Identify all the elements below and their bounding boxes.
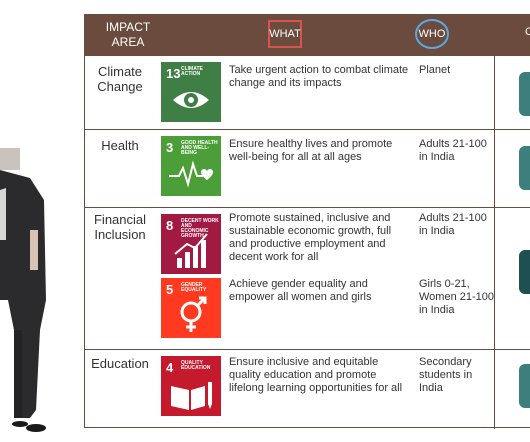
area-label: Financial Inclusion (93, 212, 147, 242)
area-label: Climate Change (97, 64, 143, 94)
table-row: Health 3 GOOD HEALTH AND WELL-BEING Ensu… (85, 129, 530, 207)
edge-tile (519, 250, 530, 294)
eye-globe-icon (173, 92, 209, 108)
area-label: Health (101, 138, 139, 153)
person-photo (0, 148, 46, 432)
area-label: Education (91, 356, 149, 371)
goal-what: Ensure healthy lives and promote well-be… (229, 138, 393, 163)
table-row: Education 4 QUALITY EDUCATION Ensure inc… (85, 349, 530, 429)
sdg-3-icon: 3 GOOD HEALTH AND WELL-BEING (161, 136, 221, 196)
column-divider (494, 55, 495, 429)
edge-tile (519, 364, 530, 408)
goal-who: Girls 0-21, Women 21-100 in India (419, 278, 495, 316)
gender-equality-icon (180, 296, 207, 332)
table-header: IMPACT AREA WHAT WHO C (85, 15, 530, 55)
goal-what: Achieve gender equality and empower all … (229, 278, 372, 303)
goal-what: Take urgent action to combat climate cha… (229, 64, 409, 89)
sdg-13-icon: 13 CLIMATE ACTION (161, 62, 221, 122)
table-row: Climate Change 13 CLIMATE ACTION Take ur… (85, 55, 530, 129)
sdg-5-icon: 5 GENDER EQUALITY (161, 278, 221, 338)
goal-who: Adults 21-100 in India (419, 138, 487, 163)
edge-tile (519, 146, 530, 190)
growth-chart-icon (174, 233, 208, 268)
goal-who: Secondary students in India (419, 356, 473, 394)
goal-what: Promote sustained, inclusive and sustain… (229, 212, 392, 263)
header-truncated: C (525, 26, 530, 38)
header-impact-area: IMPACT AREA (105, 20, 151, 49)
sdg-4-icon: 4 QUALITY EDUCATION (161, 356, 221, 416)
header-who: WHO (415, 19, 449, 49)
edge-tile (519, 72, 530, 116)
heartbeat-icon (169, 160, 213, 188)
header-what: WHAT (268, 20, 302, 48)
impact-table: IMPACT AREA WHAT WHO C Climate Change 13… (84, 14, 530, 429)
goal-what: Ensure inclusive and equitable quality e… (229, 356, 403, 394)
table-row: Financial Inclusion 8 DECENT WORK AND EC… (85, 207, 530, 349)
goal-who: Planet (419, 64, 451, 76)
sdg-8-icon: 8 DECENT WORK AND ECONOMIC GROWTH (161, 214, 221, 274)
goal-who: Adults 21-100 in India (419, 212, 487, 237)
book-pencil-icon (171, 382, 212, 410)
